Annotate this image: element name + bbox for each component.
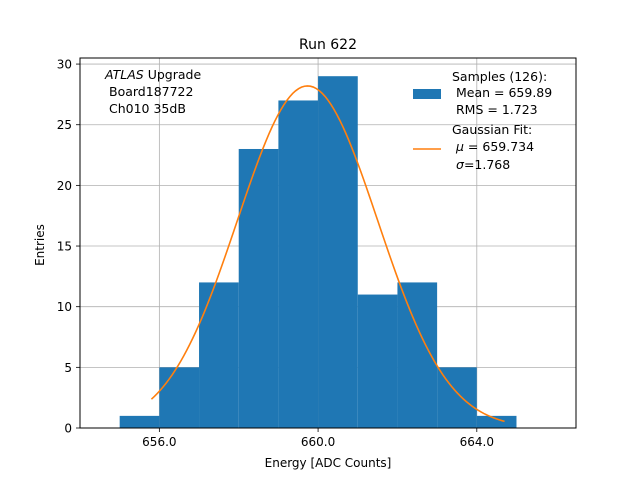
x-tick-label: 664.0 <box>460 435 494 449</box>
legend-fit-sigma: σ=1.768 <box>456 157 510 172</box>
gaussian-fit <box>150 85 505 423</box>
legend-fit-title: Gaussian Fit: <box>452 122 532 137</box>
legend: Samples (126): Mean = 659.89 RMS = 1.723… <box>413 69 552 172</box>
svg-text:ATLAS Upgrade: ATLAS Upgrade <box>104 67 201 82</box>
y-tick-label: 5 <box>64 361 72 375</box>
upgrade-label: Upgrade <box>144 67 202 82</box>
y-tick-label: 25 <box>57 118 72 132</box>
legend-samples-mean: Mean = 659.89 <box>456 85 552 100</box>
y-tick-label: 30 <box>57 58 72 72</box>
y-axis-label: Entries <box>33 224 47 266</box>
legend-samples-rms: RMS = 1.723 <box>456 102 538 117</box>
histogram-bar <box>199 282 239 428</box>
mu-symbol: μ <box>455 139 464 154</box>
legend-samples-swatch <box>413 89 441 99</box>
y-tick-label: 10 <box>57 300 72 314</box>
histogram-bars <box>119 76 517 429</box>
x-tick-label: 660.0 <box>301 435 335 449</box>
legend-fit-mu: μ = 659.734 <box>455 139 534 154</box>
histogram-bar <box>278 100 319 428</box>
channel-label: Ch010 35dB <box>109 101 186 116</box>
axes: 656.0 660.0 664.0 0 5 10 15 20 25 30 <box>57 58 494 449</box>
histogram-bar <box>318 76 358 429</box>
atlas-annotation: ATLAS Upgrade Board187722 Ch010 35dB <box>104 67 201 116</box>
histogram-bar <box>476 415 517 428</box>
x-axis-label: Energy [ADC Counts] <box>265 456 392 470</box>
y-tick-label: 15 <box>57 240 72 254</box>
histogram-bar <box>238 148 279 428</box>
y-tick-label: 20 <box>57 179 72 193</box>
sigma-value: =1.768 <box>464 157 510 172</box>
mu-value: = 659.734 <box>464 139 534 154</box>
histogram-bar <box>119 415 160 428</box>
histogram-bar <box>159 367 200 428</box>
x-tick-label: 656.0 <box>142 435 176 449</box>
atlas-label: ATLAS <box>104 67 144 82</box>
plot-frame <box>79 57 577 429</box>
y-tick-label: 0 <box>64 422 72 436</box>
histogram-bar <box>437 367 477 428</box>
legend-samples-title: Samples (126): <box>452 69 547 84</box>
board-label: Board187722 <box>109 84 193 99</box>
sigma-symbol: σ <box>456 157 465 172</box>
chart-title: Run 622 <box>299 37 357 53</box>
fit-curve <box>150 85 505 423</box>
histogram-bar <box>357 294 398 428</box>
